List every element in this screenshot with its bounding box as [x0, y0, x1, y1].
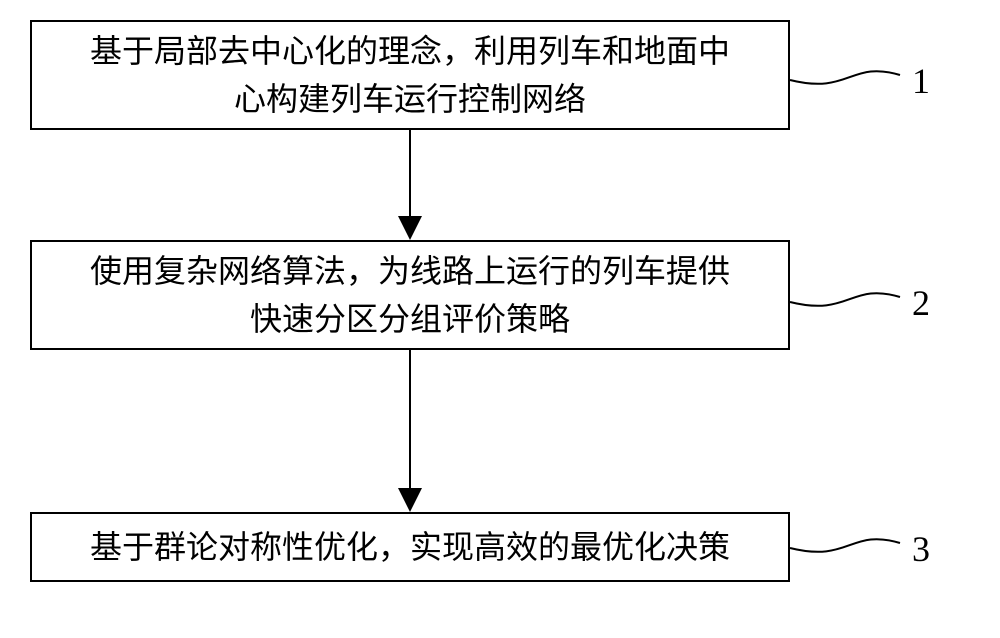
- flowchart-container: 基于局部去中心化的理念，利用列车和地面中 心构建列车运行控制网络 1 使用复杂网…: [30, 20, 970, 620]
- box2-line2: 快速分区分组评价策略: [250, 301, 570, 337]
- flow-step-2-text: 使用复杂网络算法，为线路上运行的列车提供 快速分区分组评价策略: [90, 247, 730, 343]
- label-curve-3: [790, 539, 900, 552]
- label-curve-1: [790, 71, 900, 84]
- step-label-3: 3: [912, 528, 930, 570]
- flow-step-1-text: 基于局部去中心化的理念，利用列车和地面中 心构建列车运行控制网络: [90, 27, 730, 123]
- box1-line2: 心构建列车运行控制网络: [234, 81, 586, 117]
- flow-step-3: 基于群论对称性优化，实现高效的最优化决策: [30, 512, 790, 582]
- box1-line1: 基于局部去中心化的理念，利用列车和地面中: [90, 33, 730, 69]
- step-label-2: 2: [912, 282, 930, 324]
- flow-step-3-text: 基于群论对称性优化，实现高效的最优化决策: [90, 523, 730, 571]
- flow-step-2: 使用复杂网络算法，为线路上运行的列车提供 快速分区分组评价策略: [30, 240, 790, 350]
- box3-line1: 基于群论对称性优化，实现高效的最优化决策: [90, 529, 730, 565]
- flow-step-1: 基于局部去中心化的理念，利用列车和地面中 心构建列车运行控制网络: [30, 20, 790, 130]
- label-curve-2: [790, 293, 900, 306]
- box2-line1: 使用复杂网络算法，为线路上运行的列车提供: [90, 253, 730, 289]
- step-label-1: 1: [912, 60, 930, 102]
